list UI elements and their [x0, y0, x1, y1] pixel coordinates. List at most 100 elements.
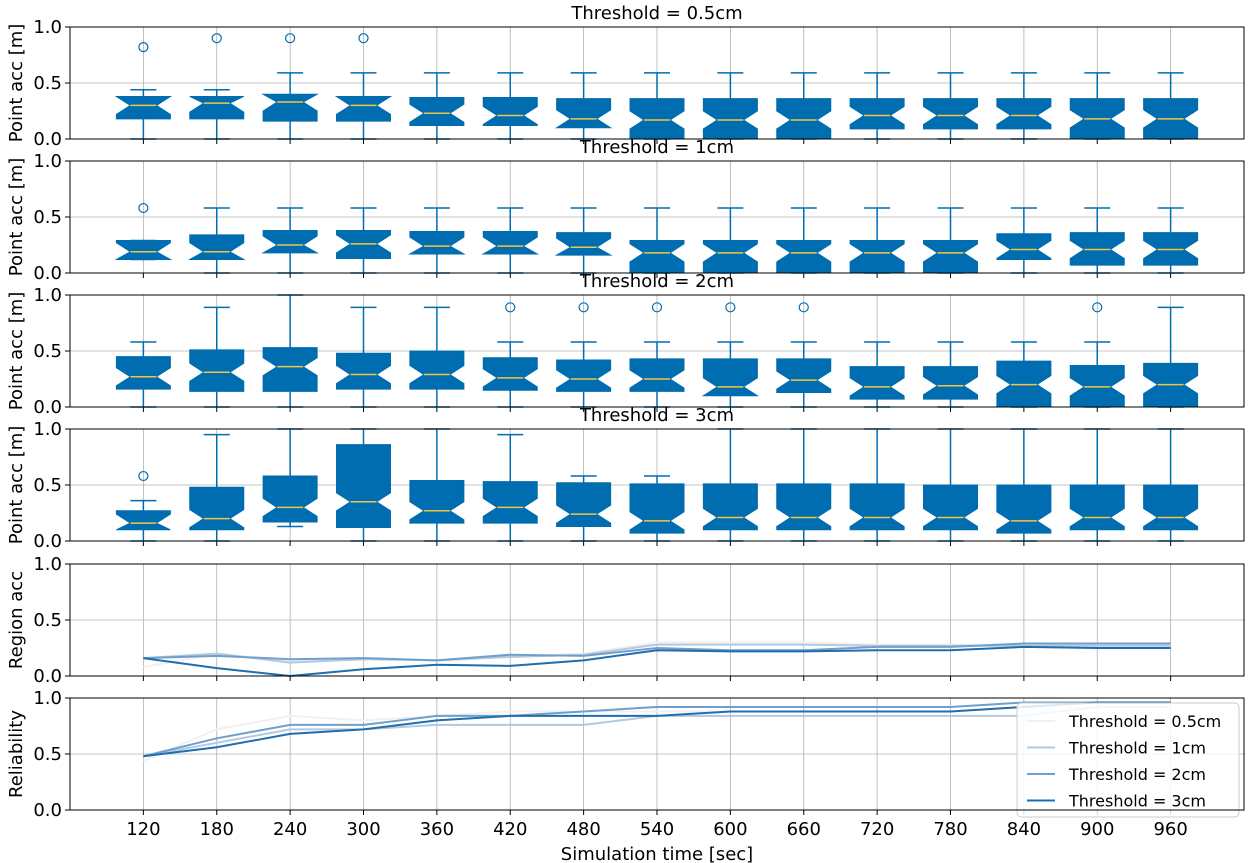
legend-label: Threshold = 1cm [1068, 739, 1206, 758]
box-body [776, 358, 832, 393]
box-600 [702, 207, 758, 274]
y-tick-label: 0.5 [33, 475, 62, 496]
subplot-title: Threshold = 3cm [579, 405, 734, 426]
box-body [1069, 484, 1125, 531]
legend: Threshold = 0.5cm Threshold = 1cm Threshol… [1016, 702, 1240, 818]
outlier-point [578, 302, 589, 313]
subplot-5: 0.0 0.5 1.0 Region acc [6, 554, 1245, 687]
box-720 [849, 207, 905, 274]
box-body [262, 347, 318, 392]
outlier-point [138, 202, 149, 214]
box-840 [996, 72, 1052, 140]
box-body [629, 483, 685, 534]
subplot-title: Threshold = 1cm [579, 137, 734, 158]
y-tick-label: 0.0 [33, 531, 62, 552]
x-tick-label: 840 [1007, 819, 1041, 840]
box-body [849, 366, 905, 400]
outlier-point [285, 33, 296, 44]
legend-frame [1016, 702, 1240, 818]
x-tick-label: 180 [200, 819, 234, 840]
y-tick-label: 1.0 [33, 419, 62, 440]
box-body [629, 240, 685, 274]
x-tick-label: 300 [346, 819, 380, 840]
y-tick-label: 1.0 [33, 554, 62, 575]
x-tick-labels: 120 180 240 300 360 420 480 540 600 660 720 780 840 9… [126, 819, 1188, 840]
box-body [409, 480, 465, 524]
y-axis-label: Reliability [6, 710, 27, 798]
x-tick-label: 420 [493, 819, 527, 840]
box-body [189, 349, 245, 392]
box-body [554, 98, 613, 129]
box-body [996, 98, 1052, 130]
y-axis-label: Point acc [m] [6, 158, 27, 277]
axes-frame [69, 26, 1245, 140]
axes-frame [69, 294, 1245, 408]
series-line [143, 701, 1171, 758]
box-180 [189, 306, 245, 408]
box-body [996, 233, 1052, 261]
y-axis-label: Point acc [m] [6, 426, 27, 545]
x-tick-label: 240 [273, 819, 307, 840]
outlier-point [725, 302, 736, 313]
legend-label: Threshold = 3cm [1068, 792, 1206, 811]
box-body [1143, 484, 1199, 531]
box-body [554, 232, 613, 256]
box-body [189, 95, 245, 120]
subplots: 0.0 0.5 1.0 Point acc [m] Threshold = 0.5cm 0… [6, 3, 1245, 840]
axes-frame [69, 428, 1245, 542]
y-tick-label: 0.0 [33, 129, 62, 150]
outlier-point [651, 302, 663, 313]
series-line [143, 643, 1171, 664]
y-tick-label: 1.0 [33, 151, 62, 172]
box-body [261, 229, 320, 254]
axes-frame [69, 563, 1245, 677]
box-body [849, 98, 905, 130]
box-body [262, 475, 318, 523]
box-body [923, 484, 978, 531]
y-tick-label: 0.0 [33, 397, 62, 418]
x-tick-label: 600 [713, 819, 747, 840]
box-840 [996, 207, 1052, 274]
box-body [115, 510, 171, 531]
subplot-2: 0.0 0.5 1.0 Point acc [m] Threshold = 1cm [6, 137, 1245, 284]
x-tick-label: 120 [126, 819, 160, 840]
box-body [261, 93, 320, 122]
y-axis-label: Point acc [m] [6, 292, 27, 411]
y-tick-label: 0.5 [33, 341, 62, 362]
box-300 [336, 428, 391, 542]
box-body [849, 240, 905, 274]
box-540 [629, 207, 685, 274]
y-tick-label: 0.5 [33, 207, 62, 228]
outlier-point [138, 42, 149, 53]
box-480 [554, 72, 613, 140]
box-body [776, 483, 832, 531]
box-body [702, 483, 758, 531]
y-tick-label: 0.5 [33, 610, 62, 631]
box-720 [849, 341, 905, 408]
box-body [996, 484, 1052, 534]
y-tick-label: 1.0 [33, 285, 62, 306]
x-tick-label: 360 [420, 819, 454, 840]
outlier-point [358, 33, 369, 44]
box-body [629, 98, 685, 140]
y-axis-label: Region acc [6, 571, 27, 669]
x-tick-label: 720 [860, 819, 894, 840]
box-body [189, 486, 245, 531]
outlier-point [211, 33, 222, 44]
series-line [143, 642, 1171, 662]
x-tick-label: 900 [1080, 819, 1114, 840]
box-body [556, 359, 612, 392]
box-body [336, 444, 391, 529]
box-body [556, 482, 612, 527]
subplot-title: Threshold = 0.5cm [570, 3, 742, 24]
y-tick-label: 0.0 [33, 263, 62, 284]
box-360 [409, 306, 465, 408]
series-line [143, 645, 1171, 678]
axes-frame [69, 160, 1245, 274]
y-tick-label: 0.0 [33, 800, 62, 821]
y-tick-label: 0.5 [33, 73, 62, 94]
box-body [849, 483, 905, 531]
x-tick-label: 780 [933, 819, 967, 840]
box-660 [776, 302, 832, 408]
